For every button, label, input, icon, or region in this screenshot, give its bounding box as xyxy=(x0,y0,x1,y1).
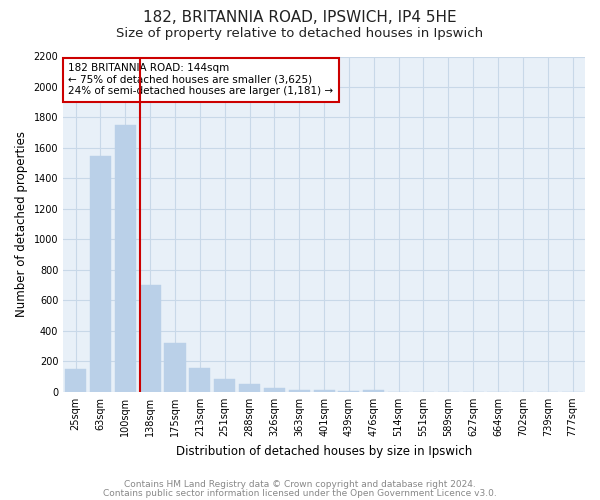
Bar xyxy=(338,390,359,392)
Text: 182, BRITANNIA ROAD, IPSWICH, IP4 5HE: 182, BRITANNIA ROAD, IPSWICH, IP4 5HE xyxy=(143,10,457,25)
Text: Contains public sector information licensed under the Open Government Licence v3: Contains public sector information licen… xyxy=(103,490,497,498)
Bar xyxy=(214,379,235,392)
Bar xyxy=(289,390,310,392)
X-axis label: Distribution of detached houses by size in Ipswich: Distribution of detached houses by size … xyxy=(176,444,472,458)
Y-axis label: Number of detached properties: Number of detached properties xyxy=(15,131,28,317)
Bar xyxy=(115,125,136,392)
Bar xyxy=(363,390,385,392)
Bar xyxy=(314,390,335,392)
Text: Size of property relative to detached houses in Ipswich: Size of property relative to detached ho… xyxy=(116,28,484,40)
Bar xyxy=(164,343,185,392)
Text: Contains HM Land Registry data © Crown copyright and database right 2024.: Contains HM Land Registry data © Crown c… xyxy=(124,480,476,489)
Bar xyxy=(90,156,111,392)
Bar xyxy=(239,384,260,392)
Bar xyxy=(140,285,161,392)
Bar xyxy=(189,368,211,392)
Text: 182 BRITANNIA ROAD: 144sqm
← 75% of detached houses are smaller (3,625)
24% of s: 182 BRITANNIA ROAD: 144sqm ← 75% of deta… xyxy=(68,63,334,96)
Bar xyxy=(65,369,86,392)
Bar xyxy=(264,388,285,392)
